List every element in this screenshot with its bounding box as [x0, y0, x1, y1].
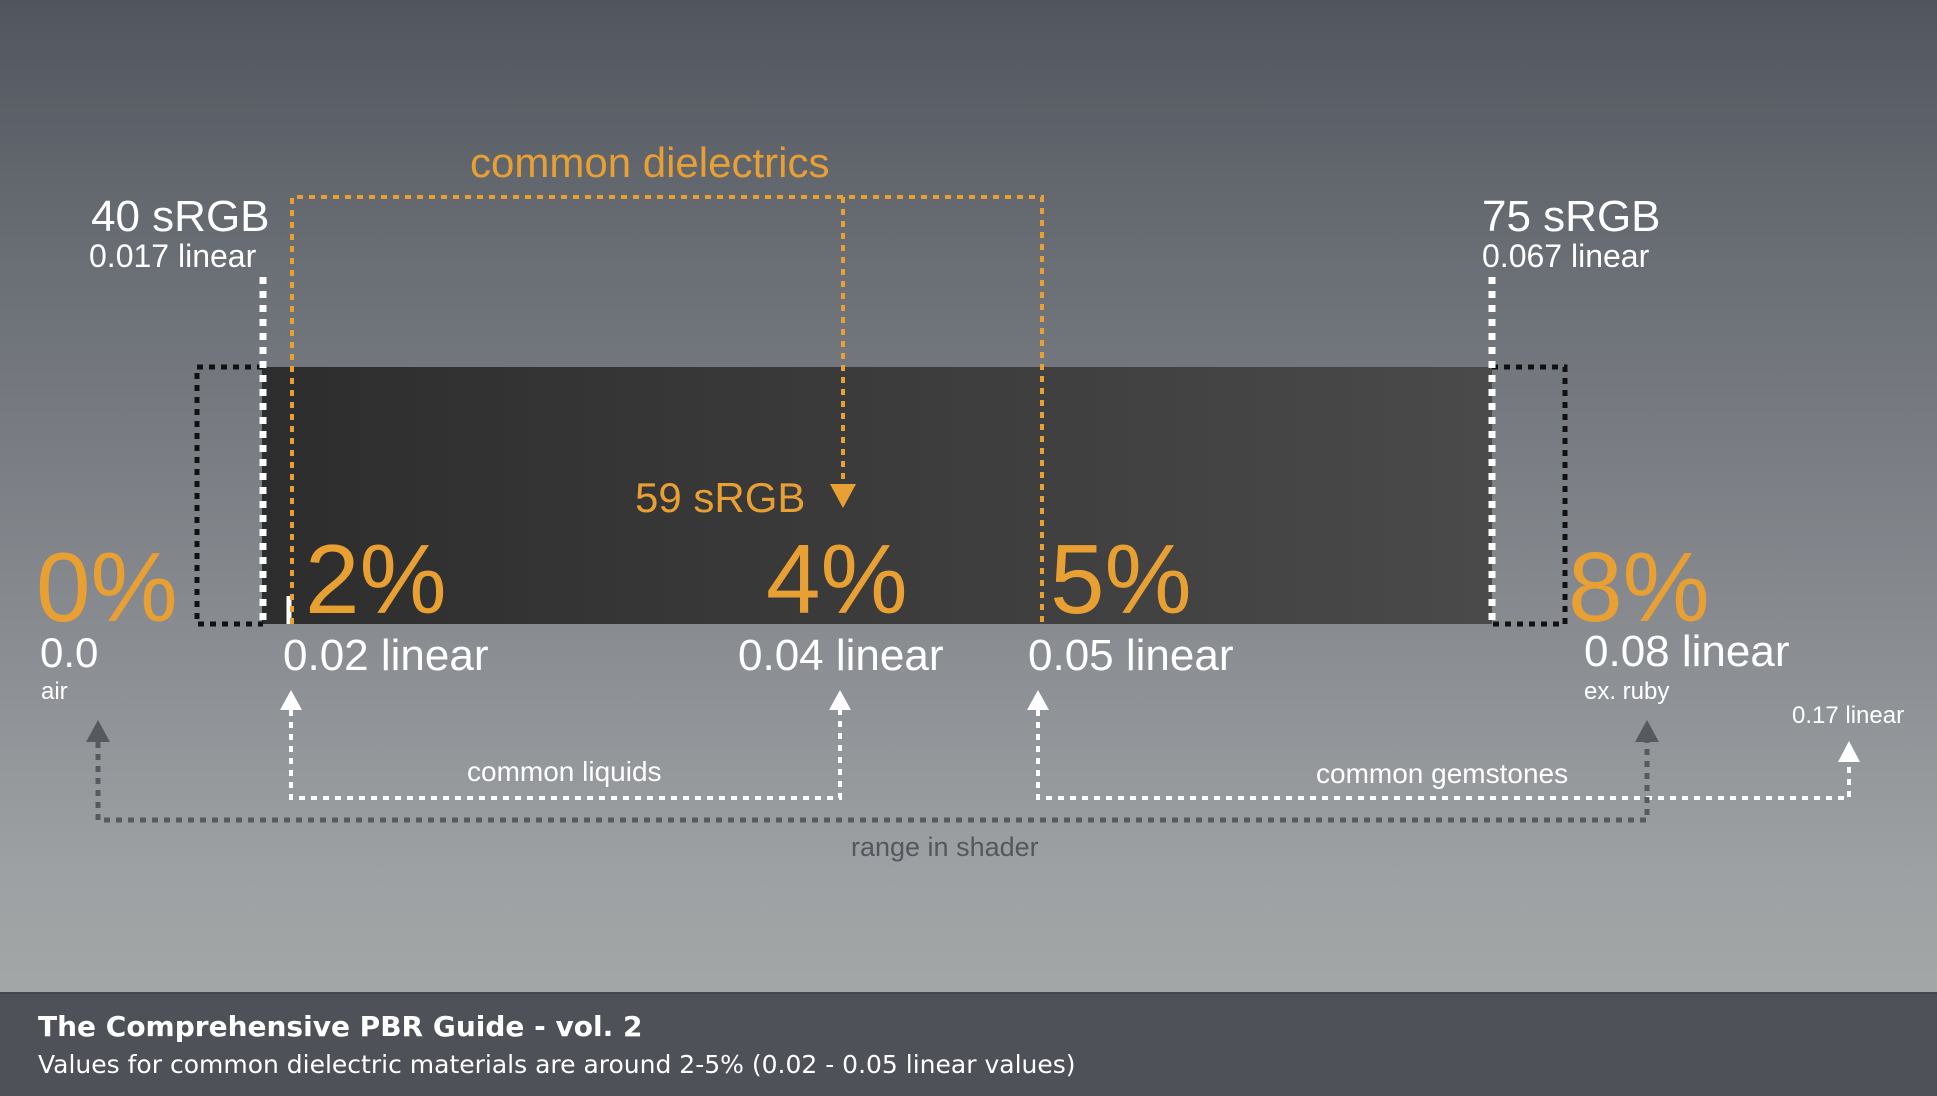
srgb-40-label: 40 sRGB — [91, 192, 270, 241]
pct-5-label: 5% — [1050, 524, 1192, 634]
value-range-bar — [262, 367, 1492, 624]
footer-title: The Comprehensive PBR Guide - vol. 2 — [38, 1010, 643, 1043]
gemstones-bracket — [1036, 710, 1851, 800]
linear-005-label: 0.05 linear — [1028, 631, 1234, 680]
shader-arrow-right — [1635, 720, 1659, 742]
linear-017-label: 0.17 linear — [1792, 702, 1905, 729]
arrow-59-srgb-head — [830, 484, 856, 508]
pct-0-label: 0% — [36, 532, 178, 642]
common-gemstones-label: common gemstones — [1316, 758, 1569, 789]
liquids-arrow-left — [280, 690, 302, 710]
liquids-bracket — [289, 710, 842, 800]
common-liquids-label: common liquids — [467, 756, 662, 787]
footer-caption-bar — [0, 992, 1937, 1096]
range-in-shader-label: range in shader — [851, 832, 1039, 862]
liquids-arrow-right — [829, 690, 851, 710]
right-bracket — [1492, 364, 1568, 627]
linear-0017-label: 0.017 linear — [89, 238, 257, 274]
footer-subtitle: Values for common dielectric materials a… — [38, 1050, 1076, 1079]
pct-8-label: 8% — [1568, 532, 1710, 642]
value-00-label: 0.0 — [40, 629, 99, 676]
common-dielectrics-label: common dielectrics — [470, 139, 830, 186]
linear-004-label: 0.04 linear — [738, 631, 944, 680]
linear-002-label: 0.02 linear — [283, 631, 489, 680]
pct-2-label: 2% — [305, 524, 447, 634]
left-bracket — [194, 364, 263, 627]
ex-ruby-label: ex. ruby — [1584, 678, 1670, 705]
pct-4-label: 4% — [766, 524, 908, 634]
gemstones-arrow-right — [1838, 741, 1860, 762]
air-label: air — [41, 678, 68, 705]
srgb-59-label: 59 sRGB — [635, 474, 806, 521]
linear-008-label: 0.08 linear — [1584, 627, 1790, 676]
linear-0067-label: 0.067 linear — [1482, 238, 1650, 274]
srgb-75-label: 75 sRGB — [1482, 192, 1661, 241]
gemstones-arrow-left — [1027, 690, 1049, 710]
shader-range-bracket — [95, 742, 1650, 823]
shader-arrow-left — [86, 720, 110, 742]
